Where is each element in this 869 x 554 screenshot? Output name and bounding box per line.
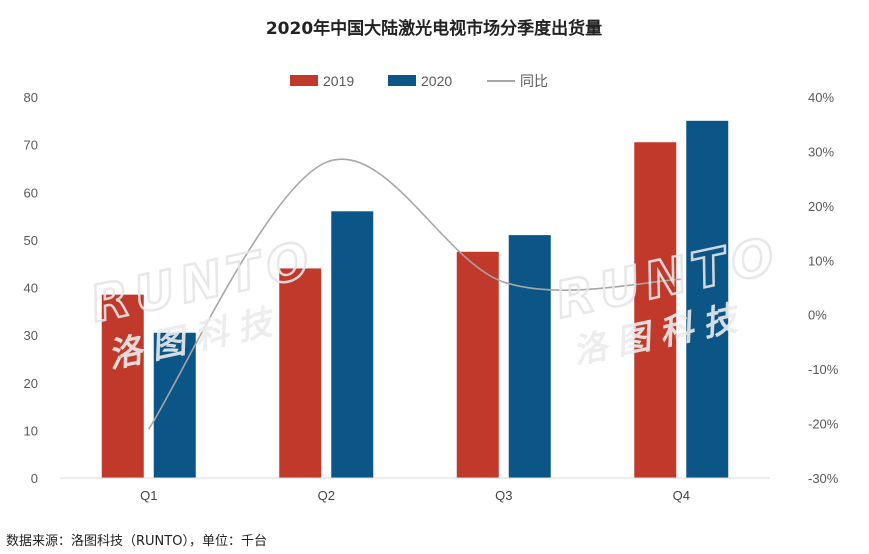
- legend: 2019 2020 同比: [290, 73, 548, 89]
- yoy-line-series: [148, 158, 682, 430]
- left-y-axis: 0 10 20 30 40 50 60 70 80: [24, 90, 38, 486]
- right-axis-tick-40%: 40%: [808, 90, 834, 105]
- bar-2019-Q1: [101, 294, 144, 478]
- legend-label-2020: 2020: [421, 73, 452, 89]
- data-source-note: 数据来源：洛图科技（RUNTO），单位：千台: [6, 534, 267, 549]
- right-axis-tick-20%: 20%: [808, 199, 834, 214]
- right-y-axis: -30% -20% -10% 0% 10% 20% 30% 40%: [808, 90, 839, 486]
- legend-swatch-2020: [388, 75, 416, 86]
- right-axis-tick-0%: 0%: [808, 308, 827, 323]
- left-axis-tick-80: 80: [24, 90, 38, 105]
- right-axis-tick--30%: -30%: [808, 471, 839, 486]
- left-axis-tick-40: 40: [24, 281, 38, 296]
- category-label-Q4: Q4: [673, 488, 690, 503]
- bar-2019-Q4: [634, 142, 677, 478]
- bar-2020-Q2: [331, 211, 374, 479]
- bar-2019-Q2: [279, 268, 322, 478]
- left-axis-tick-30: 30: [24, 328, 38, 343]
- left-axis-tick-20: 20: [24, 376, 38, 391]
- right-axis-tick--20%: -20%: [808, 417, 839, 432]
- bar-series: [101, 120, 729, 479]
- category-label-Q3: Q3: [495, 488, 512, 503]
- legend-swatch-2019: [290, 75, 318, 86]
- category-label-Q2: Q2: [318, 488, 335, 503]
- left-axis-tick-50: 50: [24, 233, 38, 248]
- chart-title: 2020年中国大陆激光电视市场分季度出货量: [266, 18, 602, 39]
- right-axis-tick-30%: 30%: [808, 144, 834, 159]
- left-axis-tick-70: 70: [24, 138, 38, 153]
- legend-label-同比: 同比: [520, 73, 548, 89]
- bar-2020-Q4: [686, 120, 729, 478]
- x-axis-category-labels: Q1 Q2 Q3 Q4: [140, 488, 690, 503]
- right-axis-tick--10%: -10%: [808, 362, 839, 377]
- legend-label-2019: 2019: [323, 73, 354, 89]
- category-label-Q1: Q1: [140, 488, 157, 503]
- left-axis-tick-60: 60: [24, 185, 38, 200]
- right-axis-tick-10%: 10%: [808, 253, 834, 268]
- left-axis-tick-10: 10: [24, 423, 38, 438]
- bar-2020-Q3: [508, 235, 551, 478]
- yoy-line: [148, 158, 682, 430]
- bar-2019-Q3: [456, 251, 499, 478]
- left-axis-tick-0: 0: [31, 471, 38, 486]
